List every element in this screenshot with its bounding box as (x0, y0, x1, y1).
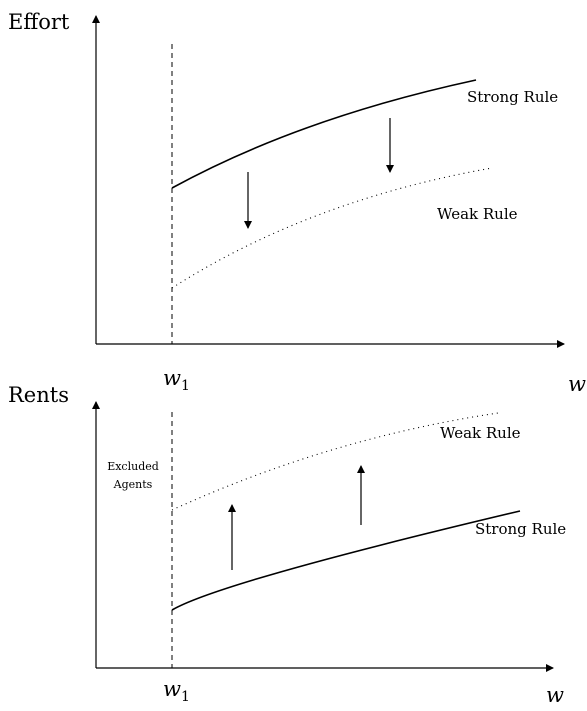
rents-x-axis-label: w (546, 683, 564, 707)
effort-strong-rule-curve (171, 79, 477, 189)
effort-strong-rule-label: Strong Rule (467, 88, 558, 106)
effort-threshold-label: w1 (163, 366, 190, 394)
rents-weak-rule-curve (171, 412, 499, 511)
rents-strong-rule-curve (171, 510, 521, 611)
rents-strong-rule-label: Strong Rule (475, 520, 566, 538)
rents-weak-rule-label: Weak Rule (440, 424, 521, 442)
rents-y-axis-label: Rents (8, 383, 69, 407)
effort-panel: Effort w w1 Strong Rule Weak Rule (8, 10, 586, 396)
effort-x-axis-label: w (568, 372, 586, 396)
rents-threshold-label: w1 (163, 677, 190, 705)
rents-panel: Rents w w1 Excluded Agents Weak Rule Str… (8, 383, 566, 707)
effort-y-axis-label: Effort (8, 10, 70, 34)
excluded-agents-label-line2: Agents (113, 478, 153, 491)
excluded-agents-label-line1: Excluded (107, 460, 159, 473)
effort-weak-rule-curve (171, 167, 493, 289)
effort-weak-rule-label: Weak Rule (437, 205, 518, 223)
